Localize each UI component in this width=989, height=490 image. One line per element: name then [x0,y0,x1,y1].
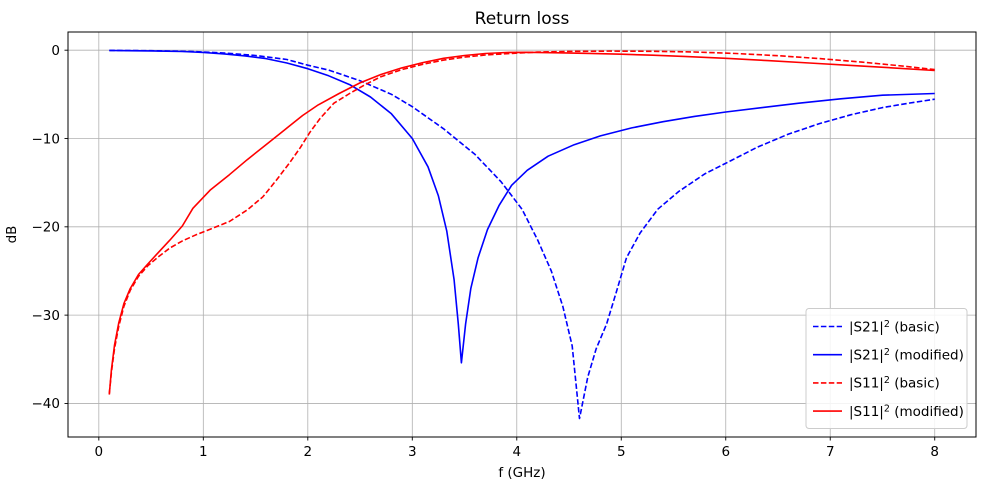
series-s11-modified [108,51,935,395]
x-axis-label: f (GHz) [498,465,545,481]
axes: 0 1 2 3 4 5 6 7 8 0 −10 −20 −30 −40 [32,31,977,460]
y-tick-label--40: −40 [32,396,61,412]
x-tick-label-2: 2 [304,444,313,460]
plot-border [67,31,977,438]
chart-title: Return loss [475,9,570,29]
x-tick-label-0: 0 [95,444,104,460]
series-lines [108,49,935,420]
y-tick-label--10: −10 [32,131,61,147]
y-tick-label--20: −20 [32,220,61,236]
x-tick-label-8: 8 [930,444,939,460]
series-s21-modified [109,49,935,364]
x-tick-label-1: 1 [199,444,208,460]
y-axis-label: dB [4,226,20,244]
x-tick-label-7: 7 [826,444,835,460]
y-tick-label-0: 0 [51,43,60,59]
legend: |S21|2 (basic) |S21|2 (modified) |S11|2 (b… [805,308,968,429]
legend-box [805,308,968,429]
series-s21-basic [109,49,935,420]
legend-label-s11-modified: |S11|2 (modified) [849,403,964,420]
legend-label-s21-basic: |S21|2 (basic) [849,319,940,336]
x-tick-label-6: 6 [721,444,730,460]
x-tick-label-3: 3 [408,444,417,460]
y-tick-label--30: −30 [32,308,61,324]
x-tick-label-5: 5 [617,444,626,460]
legend-label-s11-basic: |S11|2 (basic) [849,375,940,392]
legend-label-s21-modified: |S21|2 (modified) [849,347,964,364]
x-tick-label-4: 4 [512,444,521,460]
